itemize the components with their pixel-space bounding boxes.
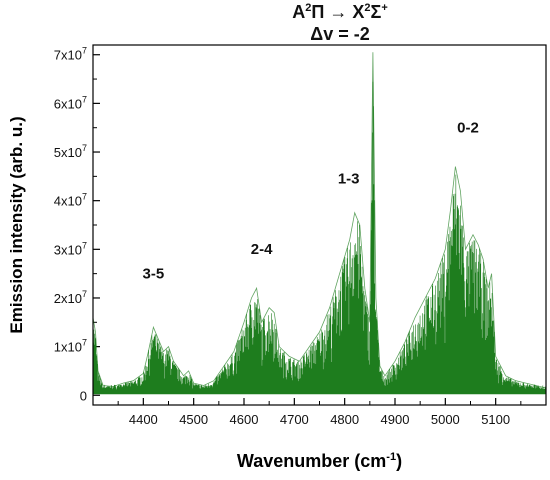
y-tick-label: 4x107 — [54, 192, 87, 209]
title-mid: Π → X — [311, 2, 365, 22]
y-tick-label: 1x107 — [54, 338, 87, 355]
y-tick-label: 0 — [80, 388, 87, 403]
x-tick-label: 4600 — [230, 412, 259, 427]
emission-envelope — [92, 52, 547, 389]
series-layer — [92, 52, 547, 395]
x-tick-label: 4900 — [381, 412, 410, 427]
title-a: A — [292, 2, 306, 22]
title-sup3: + — [381, 2, 388, 14]
x-tick-label: 4500 — [179, 412, 208, 427]
x-axis-label: Wavenumber (cm-1) — [237, 451, 402, 471]
label-layer: 4400 4500 4600 4700 4800 4900 5000 5100 0 1x107 2x… — [54, 46, 510, 427]
x-tick-label: 5100 — [481, 412, 510, 427]
band-label-2-4: 2-4 — [251, 241, 273, 258]
y-tick-label: 3x107 — [54, 240, 87, 257]
x-tick-label: 4400 — [129, 412, 158, 427]
chart-title-line1: A2Π → X2Σ+ — [200, 2, 480, 23]
title-sup1: 2 — [305, 2, 312, 14]
y-tick-label: 5x107 — [54, 143, 87, 160]
band-label-1-3: 1-3 — [338, 171, 360, 188]
y-tick-label: 2x107 — [54, 289, 87, 306]
x-tick-label: 4700 — [280, 412, 309, 427]
band-label-3-5: 3-5 — [143, 266, 165, 283]
y-tick-label: 7x107 — [54, 46, 87, 63]
x-tick-label: 4800 — [330, 412, 359, 427]
band-label-0-2: 0-2 — [457, 120, 479, 137]
title-sup2: 2 — [364, 2, 371, 14]
y-tick-label: 6x107 — [54, 94, 87, 111]
chart-title-line2: Δv = -2 — [310, 24, 370, 44]
x-tick-label: 5000 — [431, 412, 460, 427]
y-axis-label: Emission intensity (arb. u.) — [7, 116, 26, 333]
title-sym: Σ — [370, 2, 382, 22]
plot-frame — [92, 44, 547, 406]
